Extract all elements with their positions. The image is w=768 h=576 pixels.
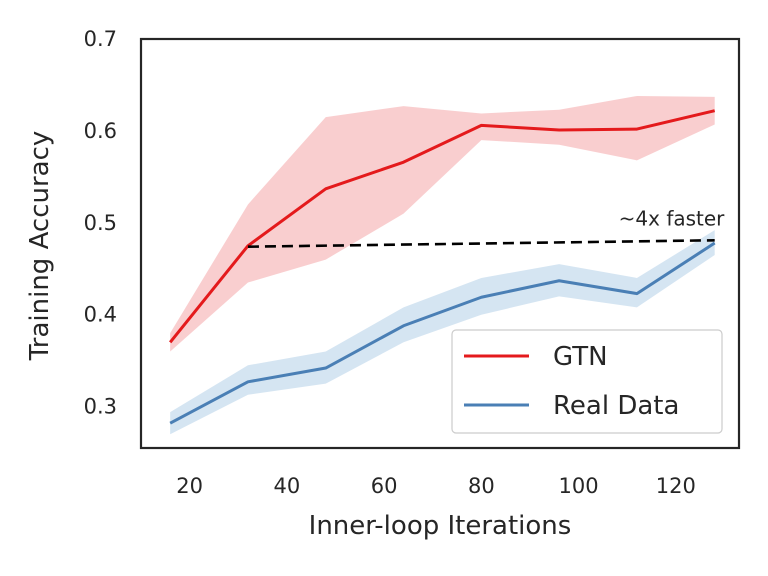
- y-tick-label: 0.3: [84, 395, 117, 419]
- confidence-bands: [170, 95, 715, 435]
- legend: GTN Real Data: [451, 329, 723, 434]
- real-data-confidence-band: [170, 230, 715, 435]
- legend-label-real-data: Real Data: [553, 391, 679, 421]
- y-tick-label: 0.7: [84, 27, 117, 51]
- x-axis-label: Inner-loop Iterations: [309, 511, 572, 541]
- y-tick-label: 0.6: [84, 119, 117, 143]
- annotation-layer: ~4x faster: [247, 207, 726, 249]
- gtn-confidence-band: [170, 95, 715, 352]
- x-tick-label: 120: [656, 474, 696, 498]
- y-axis-ticks: 0.3 0.4 0.5 0.6 0.7: [84, 27, 117, 419]
- y-axis-label: Training Accuracy: [25, 131, 55, 362]
- speedup-annotation-label: ~4x faster: [619, 207, 726, 231]
- y-tick-label: 0.4: [84, 303, 117, 327]
- x-tick-label: 60: [371, 474, 398, 498]
- gtn-series-line: [169, 109, 716, 344]
- legend-label-gtn: GTN: [553, 342, 608, 372]
- plot-area-frame: [139, 37, 741, 450]
- x-tick-label: 40: [273, 474, 300, 498]
- speedup-dashed-line: [247, 238, 715, 249]
- real-data-series-line: [169, 241, 716, 425]
- x-tick-label: 80: [468, 474, 495, 498]
- x-axis-ticks: 20 40 60 80 100 120: [176, 474, 696, 498]
- x-tick-label: 20: [176, 474, 203, 498]
- y-tick-label: 0.5: [84, 211, 117, 235]
- x-tick-label: 100: [559, 474, 599, 498]
- series-lines: [169, 109, 716, 425]
